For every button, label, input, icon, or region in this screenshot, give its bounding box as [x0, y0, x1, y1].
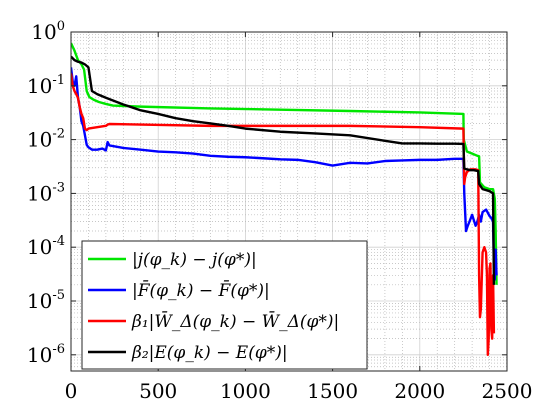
legend-label-4: β₂|E(φ_k) − E(φ*)| [131, 343, 288, 363]
x-tick-label: 2000 [394, 379, 445, 403]
y-tick-label: 10-6 [27, 342, 65, 367]
x-tick-label: 1000 [220, 379, 271, 403]
legend-label-2: |F̄(φ_k) − F̄(φ*)| [132, 279, 270, 301]
series-line-2 [71, 67, 498, 281]
legend-label-3: β₁|W̄_Δ(φ_k) − W̄_Δ(φ*)| [131, 310, 339, 332]
x-tick-label: 1500 [307, 379, 358, 403]
legend-label-1: |j(φ_k) − j(φ*)| [132, 250, 257, 270]
series-layer [71, 42, 498, 356]
legend-box [81, 240, 368, 370]
x-tick-label: 500 [139, 379, 177, 403]
y-tick-label: 10-5 [27, 288, 65, 313]
x-tick-label: 2500 [482, 379, 533, 403]
y-tick-label: 100 [31, 19, 65, 44]
y-tick-label: 10-4 [27, 234, 65, 259]
legend: |j(φ_k) − j(φ*)| |F̄(φ_k) − F̄(φ*)| β₁|W̄_… [81, 240, 368, 370]
series-line-1 [71, 42, 498, 285]
axis-ticks: 0 500 1000 1500 2000 2500 100 10-1 10-2 10-3 10-4 1… [27, 19, 533, 403]
series-line-4 [71, 55, 496, 285]
y-tick-label: 10-3 [27, 180, 65, 205]
x-tick-label: 0 [65, 379, 78, 403]
y-tick-label: 10-1 [27, 73, 65, 98]
plot-frame [70, 31, 508, 372]
y-tick-label: 10-2 [27, 127, 65, 152]
